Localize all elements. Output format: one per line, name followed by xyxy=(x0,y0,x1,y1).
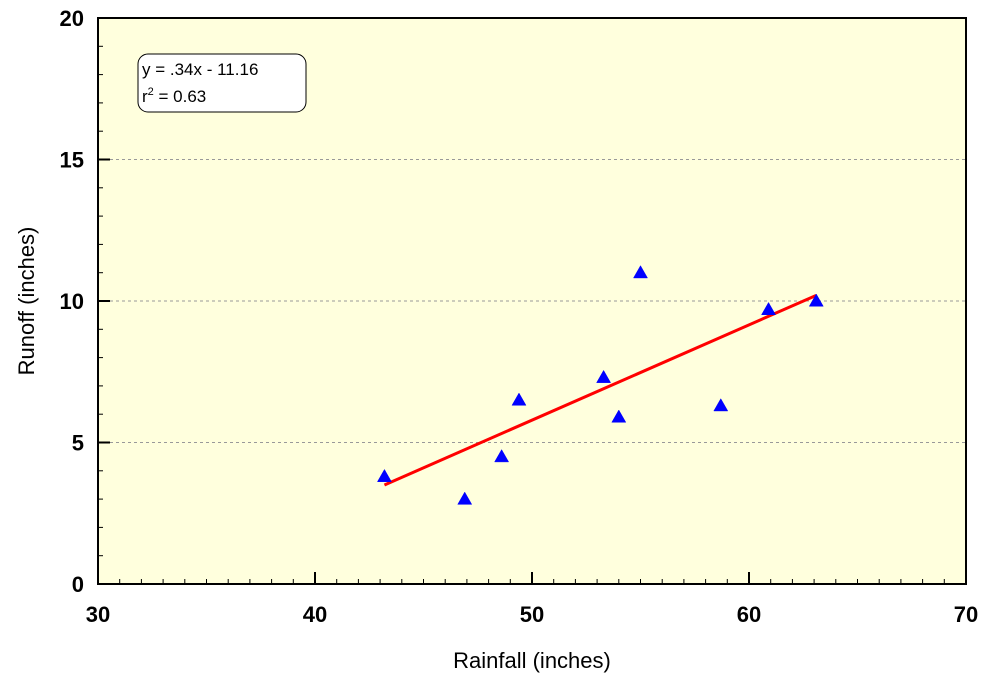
x-tick-label: 50 xyxy=(520,602,544,627)
data-point xyxy=(596,369,612,383)
x-tick-label: 70 xyxy=(954,602,978,627)
r-squared-value: = 0.63 xyxy=(154,87,206,106)
r-squared-superscript: 2 xyxy=(148,86,154,98)
r-squared-line: r2 = 0.63 xyxy=(142,86,206,106)
data-point xyxy=(457,491,473,505)
equation-box: y = .34x - 11.16 r2 = 0.63 xyxy=(137,53,307,113)
y-tick-label: 5 xyxy=(72,431,84,456)
equation-box-frame xyxy=(137,53,307,113)
data-point xyxy=(713,398,729,412)
x-tick-label: 40 xyxy=(303,602,327,627)
x-tick-labels: 30 40 50 60 70 xyxy=(86,602,978,627)
y-axis-title: Runoff (inches) xyxy=(14,227,39,376)
r-squared-base: r xyxy=(142,87,148,106)
x-tick-label: 30 xyxy=(86,602,110,627)
x-tick-label: 60 xyxy=(737,602,761,627)
data-point xyxy=(611,409,627,423)
data-point xyxy=(511,392,527,406)
plot-border xyxy=(97,17,967,585)
equation-line: y = .34x - 11.16 xyxy=(142,60,258,79)
y-tick-label: 0 xyxy=(72,572,84,597)
data-point xyxy=(808,293,824,307)
x-axis-title: Rainfall (inches) xyxy=(453,648,611,673)
trendline-group xyxy=(383,293,817,487)
y-tick-label: 20 xyxy=(60,6,84,31)
gridlines xyxy=(98,159,966,443)
data-point xyxy=(761,301,776,315)
data-point xyxy=(633,265,648,279)
data-point xyxy=(494,449,510,463)
y-tick-labels: 0 5 10 15 20 xyxy=(60,6,84,597)
y-tick-label: 15 xyxy=(60,148,84,173)
data-point xyxy=(377,468,392,482)
trendline xyxy=(383,293,817,487)
data-points xyxy=(377,265,824,505)
y-tick-label: 10 xyxy=(60,289,84,314)
